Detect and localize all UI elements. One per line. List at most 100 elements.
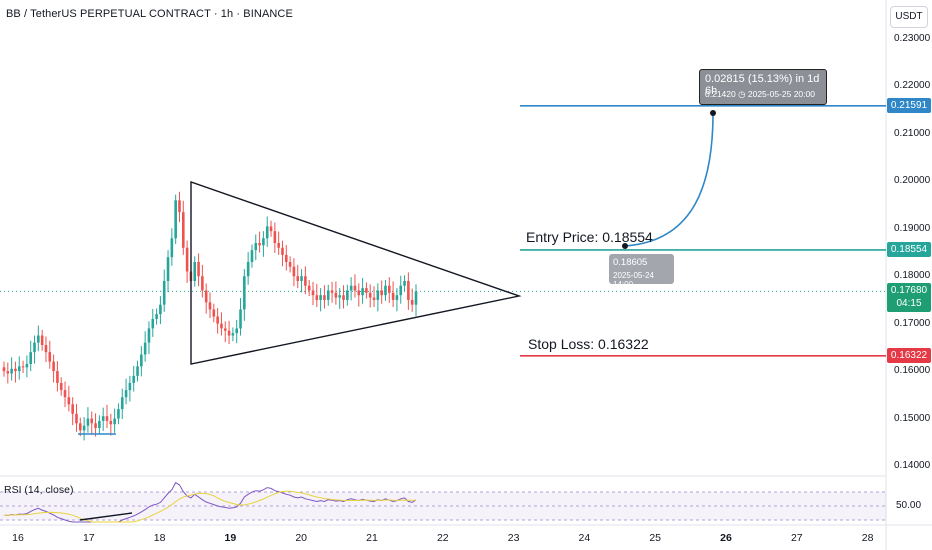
candle-body: [178, 200, 181, 213]
candle-body: [231, 333, 235, 336]
candle-body: [353, 285, 357, 291]
time-tick: 22: [436, 532, 449, 544]
projection-curve: [624, 112, 714, 247]
candle-body: [10, 368, 13, 374]
candle-body: [300, 276, 303, 281]
entry-point-dot: [622, 243, 628, 249]
entry-price-tag: 0.18554: [887, 242, 931, 258]
candle-body: [159, 304, 162, 315]
entry-point-callout[interactable]: 0.18605 2025-05-24 14:00: [609, 254, 674, 289]
target-price-tag: 0.21591: [887, 98, 931, 114]
candle-body: [288, 261, 292, 267]
price-tick: 0.21000: [894, 127, 931, 139]
candle-body: [311, 290, 315, 296]
candle-body: [185, 247, 189, 272]
symbol-title[interactable]: BB / TetherUS PERPETUAL CONTRACT · 1h · …: [6, 8, 293, 20]
candle-body: [296, 276, 300, 281]
candle-body: [147, 328, 151, 343]
candle-body: [391, 292, 395, 300]
time-tick: 17: [82, 532, 95, 544]
candle-body: [136, 366, 139, 376]
currency-button[interactable]: USDT: [890, 6, 928, 28]
candle-body: [338, 295, 342, 298]
candle-body: [90, 418, 94, 424]
candle-body: [17, 366, 21, 372]
candle-body: [395, 295, 399, 300]
candle-body: [78, 423, 82, 431]
candle-body: [212, 309, 216, 317]
last-price-value: 0.17680: [890, 285, 928, 297]
stop-price-tag: 0.16322: [887, 348, 931, 364]
candle-body: [201, 276, 204, 291]
candle-body: [105, 416, 109, 421]
projection-change: 0.02815 (15.13%) in 1d 6h: [705, 73, 820, 97]
candle-body: [227, 330, 231, 336]
candle-body: [59, 382, 63, 391]
candle-body: [407, 280, 410, 300]
candle-body: [117, 409, 120, 419]
candle-body: [326, 290, 330, 300]
candle-body: [262, 238, 265, 246]
candle-body: [384, 285, 387, 296]
candle-body: [21, 366, 25, 368]
candle-body: [243, 276, 246, 310]
candle-body: [113, 418, 116, 425]
time-axis[interactable]: 16 17 18 19 20 21 22 23 24 25 26 27 28: [0, 525, 886, 550]
candle-body: [410, 299, 414, 305]
candle-body: [63, 390, 67, 398]
candle-body: [37, 335, 40, 343]
time-tick: 27: [790, 532, 803, 544]
price-tick: 0.22000: [894, 80, 931, 92]
candle-body: [71, 404, 74, 414]
candle-body: [250, 250, 254, 262]
candle-body: [323, 295, 326, 300]
candle-body: [307, 285, 311, 291]
candle-body: [109, 420, 113, 425]
price-tick: 0.20000: [894, 175, 931, 187]
candle-body: [376, 290, 380, 300]
candle-body: [368, 292, 372, 298]
entry-price-label[interactable]: Entry Price: 0.18554: [526, 229, 653, 245]
time-tick: 23: [507, 532, 520, 544]
price-axis[interactable]: 0.23000 0.22000 0.21000 0.20000 0.19000 0.180…: [886, 0, 932, 525]
candle-body: [120, 397, 124, 410]
candle-body: [98, 420, 101, 429]
candle-body: [132, 375, 136, 383]
candle-body: [52, 361, 55, 372]
candle-body: [357, 290, 361, 296]
candle-body: [162, 280, 166, 305]
candle-body: [29, 352, 33, 364]
candle-body: [239, 309, 242, 329]
rsi-indicator-label[interactable]: RSI (14, close): [4, 484, 74, 496]
candle-body: [82, 425, 86, 431]
candle-body: [273, 231, 277, 244]
candle-body: [204, 290, 208, 303]
candle-body: [387, 285, 391, 293]
candle-body: [208, 302, 212, 310]
time-tick: 28: [861, 532, 874, 544]
time-tick: 26: [720, 532, 732, 544]
candle-body: [265, 226, 269, 239]
candle-body: [269, 226, 273, 232]
time-tick: 18: [153, 532, 166, 544]
candle-body: [197, 261, 200, 277]
candle-body: [166, 257, 170, 281]
candle-body: [155, 314, 158, 319]
candle-body: [281, 247, 284, 255]
candle-body: [372, 297, 376, 300]
price-tick: 0.19000: [894, 222, 931, 234]
projection-callout[interactable]: 0.02815 (15.13%) in 1d 6h 0.21420 ◷ 2025…: [699, 69, 827, 105]
price-tick: 0.23000: [894, 33, 931, 44]
candle-body: [6, 371, 10, 374]
stop-loss-label[interactable]: Stop Loss: 0.16322: [528, 336, 649, 352]
candle-body: [220, 323, 223, 329]
time-tick: 20: [295, 532, 308, 544]
candle-body: [94, 423, 97, 429]
time-tick: 19: [224, 532, 237, 544]
candle-body: [143, 342, 147, 355]
candle-body: [361, 288, 364, 296]
time-tick: 21: [366, 532, 378, 544]
candle-body: [365, 288, 368, 293]
candle-body: [399, 285, 403, 296]
